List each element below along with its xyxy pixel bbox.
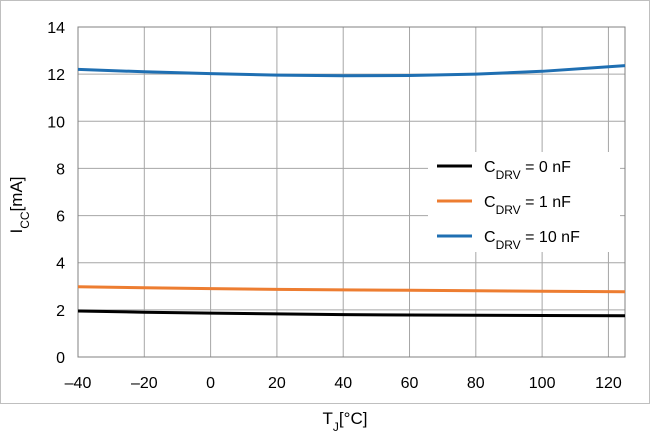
series-line-0 [77, 309, 626, 318]
y-tick-label-1: 2 [56, 303, 65, 320]
x-tick-label-6: 80 [467, 375, 485, 392]
y-tick-label-0: 0 [56, 350, 65, 367]
series-line-1 [77, 285, 626, 294]
legend-label-2: CDRV = 10 nF [484, 229, 580, 252]
x-tick-label-0: –40 [65, 375, 92, 392]
x-tick-label-1: –20 [131, 375, 158, 392]
x-axis-title: TJ[°C] [323, 409, 368, 433]
legend-entry-1: CDRV = 1 nF [437, 194, 571, 217]
series-line-2 [77, 64, 626, 78]
y-tick-label-7: 14 [47, 20, 65, 37]
legend: CDRV = 0 nF CDRV = 1 nF CDRV = 10 nF [428, 152, 620, 252]
legend-entry-0: CDRV = 0 nF [437, 159, 571, 182]
x-tick-label-7: 100 [529, 375, 556, 392]
x-tick-label-3: 20 [268, 375, 286, 392]
x-tick-label-4: 40 [334, 375, 352, 392]
legend-label-0: CDRV = 0 nF [484, 159, 571, 182]
x-tick-label-8: 120 [595, 375, 622, 392]
y-tick-label-5: 10 [47, 114, 65, 131]
x-tick-label-5: 60 [401, 375, 419, 392]
x-tick-label-2: 0 [206, 375, 215, 392]
y-tick-label-6: 12 [47, 67, 65, 84]
plot-border [77, 26, 626, 358]
legend-label-1: CDRV = 1 nF [484, 194, 571, 217]
x-axis-ticks: –40 –20 0 20 40 60 80 100 120 [65, 375, 622, 392]
y-tick-label-3: 6 [56, 209, 65, 226]
legend-entry-2: CDRV = 10 nF [437, 229, 580, 252]
y-tick-label-2: 4 [56, 256, 65, 273]
y-tick-label-4: 8 [56, 161, 65, 178]
series-layer [77, 64, 626, 318]
plot-area [77, 26, 626, 358]
y-axis-ticks: 0 2 4 6 8 10 12 14 [47, 20, 65, 367]
y-axis-title: ICC[mA] [7, 176, 32, 233]
